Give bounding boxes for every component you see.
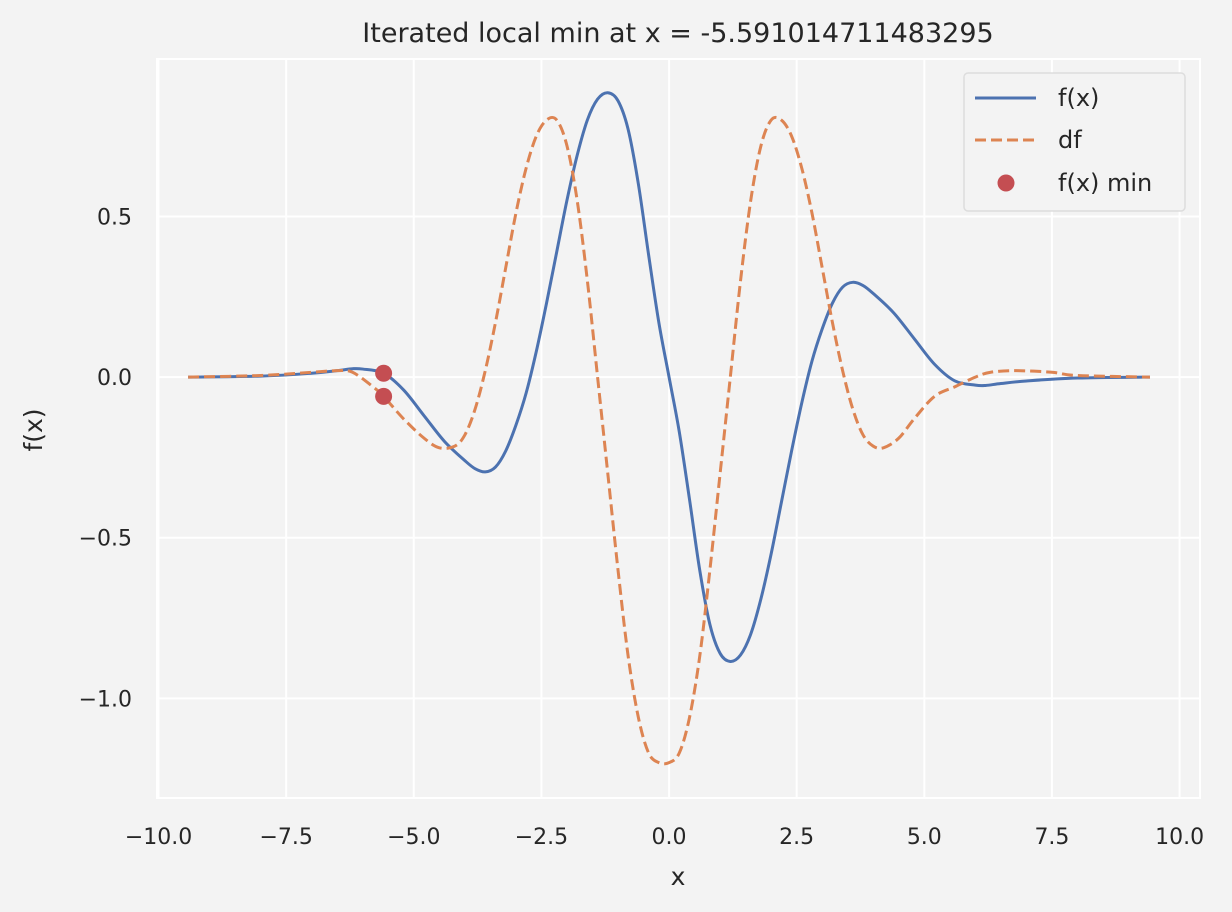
x-tick-label: 7.5 bbox=[1034, 825, 1069, 850]
x-tick-label: 5.0 bbox=[907, 825, 942, 850]
chart-title: Iterated local min at x = -5.59101471148… bbox=[362, 18, 993, 49]
y-axis-label: f(x) bbox=[19, 408, 48, 451]
x-tick-label: −7.5 bbox=[259, 825, 312, 850]
y-tick-label: −0.5 bbox=[79, 527, 132, 552]
series-line-fx bbox=[188, 91, 1150, 663]
x-tick-label: 10.0 bbox=[1155, 825, 1204, 850]
legend-label: f(x) min bbox=[1058, 169, 1152, 197]
x-tick-label: 2.5 bbox=[779, 825, 814, 850]
legend: f(x) df f(x) min bbox=[963, 72, 1186, 212]
legend-label: df bbox=[1058, 126, 1082, 154]
legend-box bbox=[963, 72, 1186, 212]
y-tick-label: −1.0 bbox=[79, 687, 132, 712]
y-tick-labels: 0.5 0.0 −0.5 −1.0 bbox=[79, 205, 132, 712]
x-tick-label: −5.0 bbox=[387, 825, 440, 850]
x-tick-label: −10.0 bbox=[125, 825, 192, 850]
x-tick-label: 0.0 bbox=[652, 825, 687, 850]
x-tick-label: −2.5 bbox=[515, 825, 568, 850]
series-line-df bbox=[188, 115, 1151, 766]
y-tick-label: 0.0 bbox=[97, 366, 132, 391]
min-point-marker bbox=[375, 387, 393, 405]
series-layer bbox=[188, 91, 1151, 766]
x-axis-label: x bbox=[671, 862, 686, 891]
legend-label: f(x) bbox=[1058, 84, 1099, 112]
legend-marker-min bbox=[997, 174, 1015, 192]
y-tick-label: 0.5 bbox=[97, 205, 132, 230]
x-tick-labels: −10.0 −7.5 −5.0 −2.5 0.0 2.5 5.0 7.5 10.0 bbox=[125, 825, 1204, 850]
min-point-marker bbox=[375, 364, 393, 382]
